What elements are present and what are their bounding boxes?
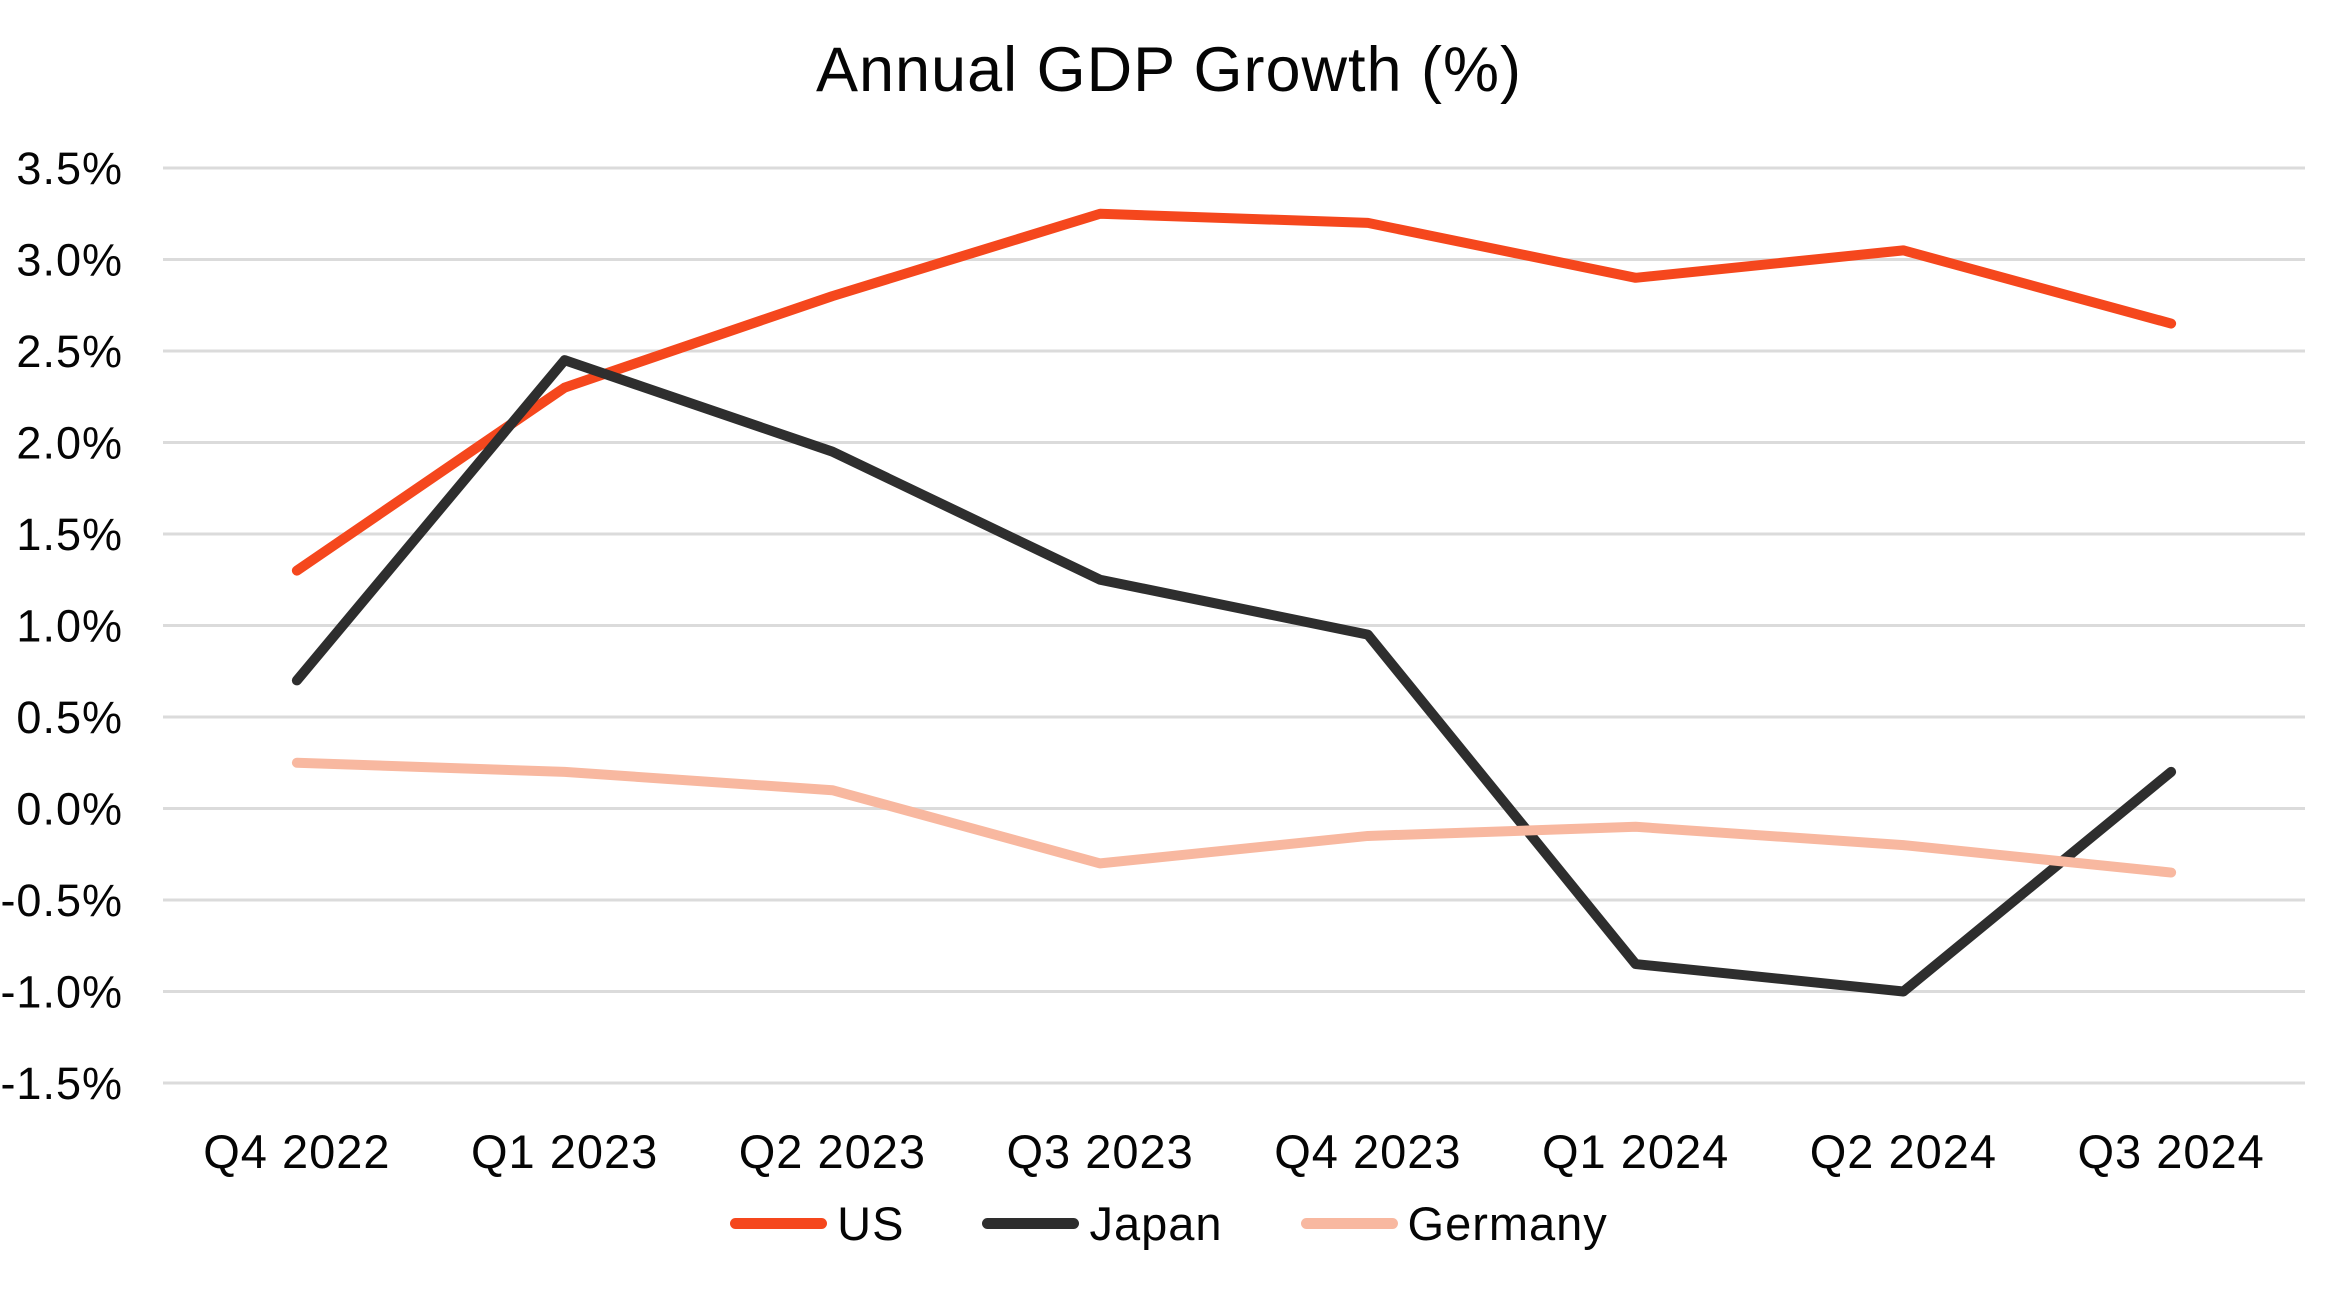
y-axis-tick-label: 1.5%: [16, 509, 123, 560]
y-axis-tick-label: 1.0%: [16, 601, 123, 652]
legend-item-us: US: [730, 1196, 904, 1251]
x-axis-label: Q2 2023: [739, 1125, 926, 1178]
y-axis-tick-label: -1.0%: [0, 967, 123, 1018]
legend-swatch-icon: [982, 1218, 1080, 1229]
y-axis-tick-label: -1.5%: [0, 1058, 123, 1109]
chart-legend: US Japan Germany: [0, 1196, 2338, 1251]
x-axis-label: Q1 2024: [1542, 1125, 1729, 1178]
legend-swatch-icon: [730, 1218, 828, 1229]
y-axis-tick-label: 3.5%: [16, 143, 123, 194]
legend-item-germany: Germany: [1300, 1196, 1608, 1251]
legend-swatch-icon: [1300, 1218, 1398, 1229]
x-axis-label: Q3 2023: [1006, 1125, 1193, 1178]
y-axis-tick-label: 0.0%: [16, 784, 123, 835]
y-axis-tick-label: 3.0%: [16, 235, 123, 286]
y-axis-tick-label: 2.5%: [16, 326, 123, 377]
y-axis-tick-label: 2.0%: [16, 418, 123, 469]
x-axis-label: Q2 2024: [1810, 1125, 1997, 1178]
legend-label: Japan: [1089, 1197, 1223, 1250]
x-axis-label: Q3 2024: [2077, 1125, 2264, 1178]
legend-label: Germany: [1407, 1197, 1608, 1250]
legend-label: US: [837, 1197, 905, 1250]
series-line-japan: [291, 355, 2177, 997]
legend-item-japan: Japan: [982, 1196, 1222, 1251]
y-axis-tick-label: -0.5%: [0, 875, 123, 926]
y-axis-tick-label: 0.5%: [16, 692, 123, 743]
x-axis-label: Q4 2022: [203, 1125, 390, 1178]
series-line-us: [291, 208, 2177, 576]
x-axis-label: Q1 2023: [471, 1125, 658, 1178]
chart-title: Annual GDP Growth (%): [815, 35, 1523, 105]
series-line-germany: [291, 757, 2177, 878]
x-axis-label: Q4 2023: [1274, 1125, 1461, 1178]
